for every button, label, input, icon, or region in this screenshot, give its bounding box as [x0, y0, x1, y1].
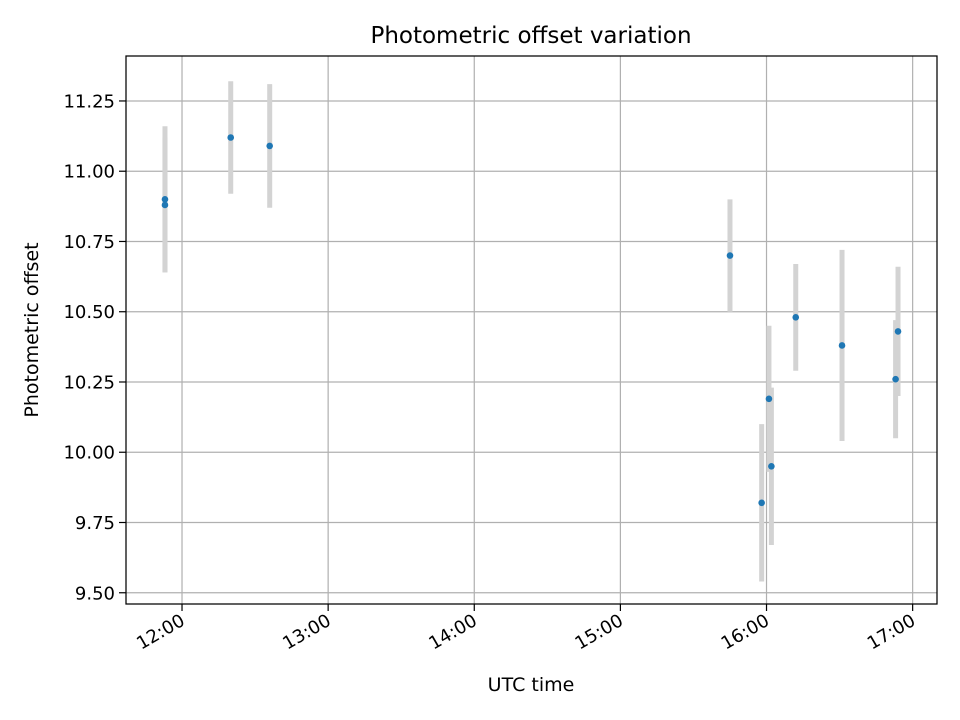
- data-point: [838, 342, 846, 349]
- chart-title: Photometric offset variation: [370, 23, 691, 49]
- data-point: [765, 395, 773, 403]
- y-tick-label: 11.00: [63, 162, 115, 183]
- data-point: [892, 375, 899, 383]
- y-tick-label: 11.25: [63, 91, 115, 112]
- data-point: [768, 462, 775, 470]
- data-point: [227, 134, 235, 141]
- y-tick-label: 10.50: [63, 302, 115, 323]
- y-tick-label: 10.25: [63, 372, 115, 393]
- data-point: [266, 142, 273, 150]
- data-point: [726, 252, 734, 259]
- data-point: [161, 196, 169, 203]
- data-points: [161, 134, 902, 507]
- data-point: [792, 314, 800, 321]
- y-tick-label: 9.75: [75, 513, 115, 534]
- y-tick-label: 9.50: [75, 583, 115, 604]
- data-point: [161, 201, 169, 209]
- x-axis-label: UTC time: [488, 674, 575, 696]
- plot-frame: [125, 55, 938, 605]
- y-tick-label: 10.75: [63, 232, 115, 253]
- data-point: [894, 328, 902, 335]
- y-axis-label: Photometric offset: [21, 242, 43, 417]
- y-tick-label: 10.00: [63, 443, 115, 464]
- y-axis-ticks: 9.50 9.75 10.00 10.25 10.50 10.75 11.00 11.25: [63, 91, 126, 604]
- data-point: [758, 499, 765, 507]
